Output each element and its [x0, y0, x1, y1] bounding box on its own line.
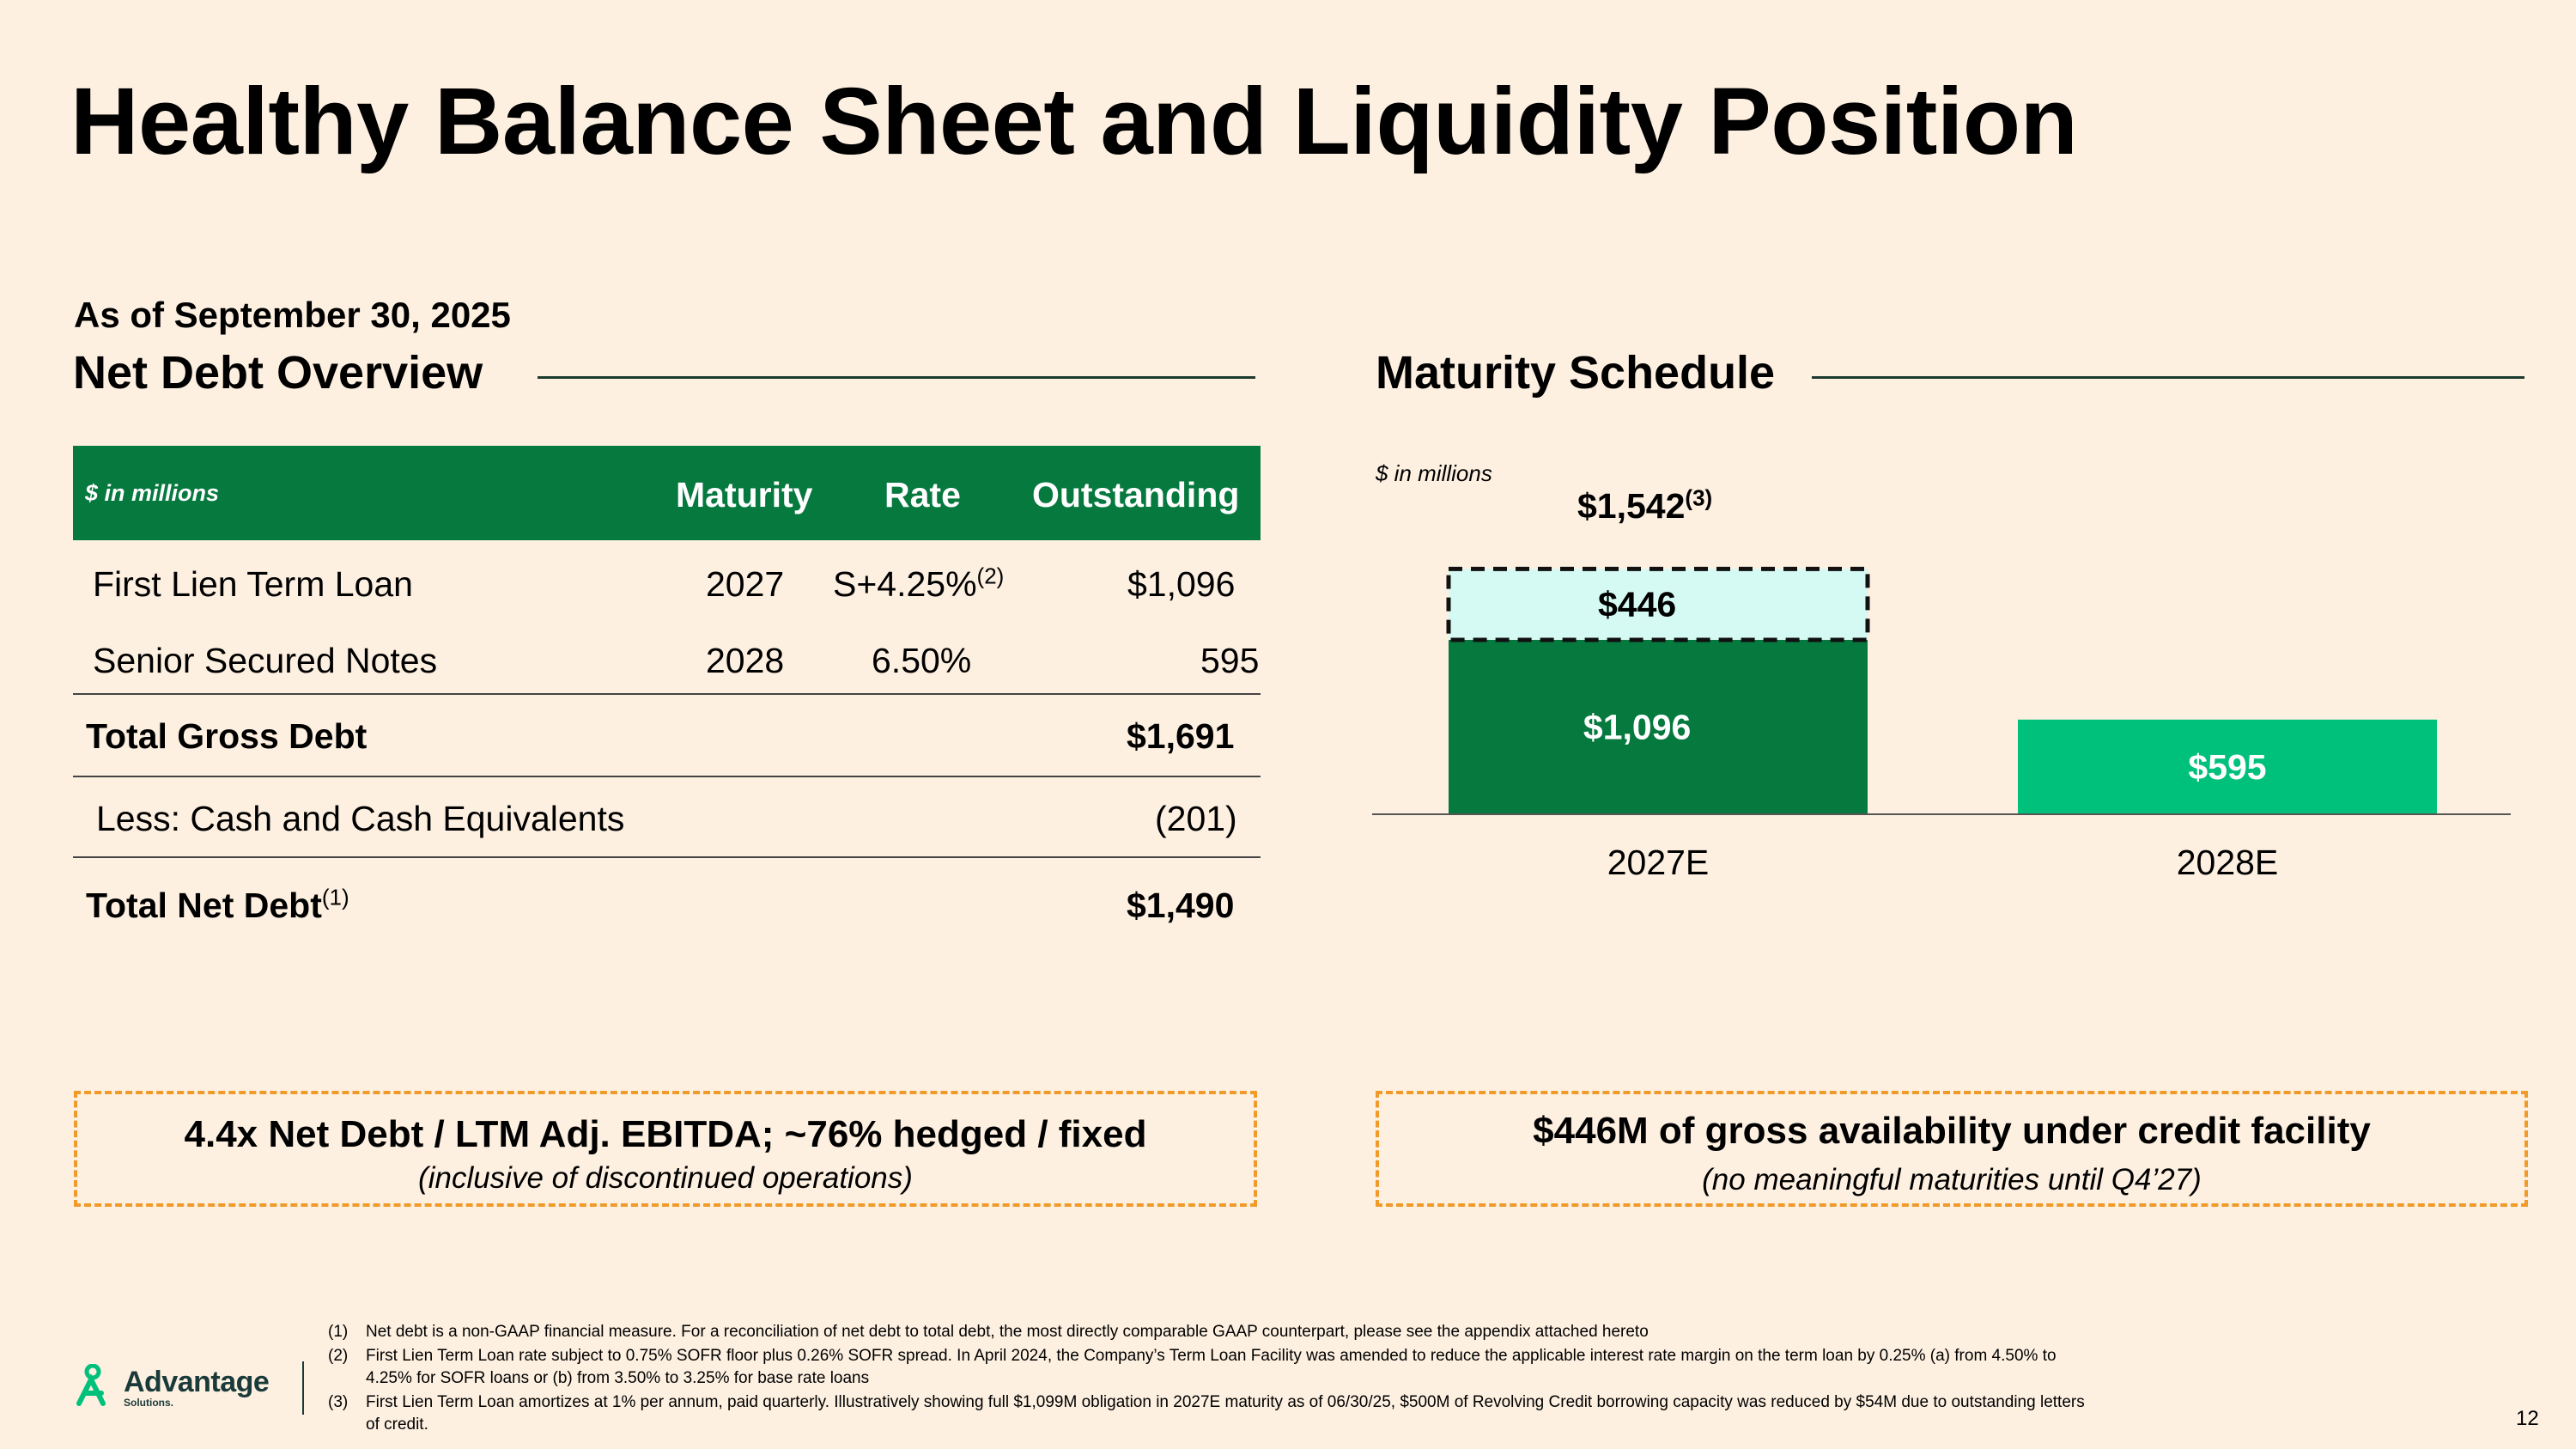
net-debt-heading: Net Debt Overview	[73, 347, 483, 399]
maturity-callout-sub: (no meaningful maturities until Q4’27)	[1702, 1163, 2202, 1196]
logo-divider	[302, 1361, 304, 1415]
logo-name: Advantage	[124, 1366, 270, 1398]
table-divider	[73, 776, 1261, 777]
total-2027-label: $1,542(3)	[1577, 486, 1712, 527]
footnote-num: (1)	[328, 1323, 349, 1341]
row-first-lien-outstanding: $1,096	[1127, 564, 1236, 604]
less-cash-value: (201)	[1155, 799, 1237, 838]
table-unit-note: $ in millions	[85, 480, 220, 506]
bar-label-2027E-1: $446	[1598, 585, 1676, 624]
bar-2027E-segment-0	[1449, 639, 1868, 814]
net-debt-heading-rule	[538, 376, 1255, 379]
footnote-2: (2) First Lien Term Loan rate subject to…	[328, 1345, 2097, 1390]
advantage-logo-icon	[76, 1363, 106, 1407]
maturity-callout: $446M of gross availability under credit…	[1376, 1091, 2528, 1207]
bar-label-2027E-0: $1,096	[1583, 707, 1691, 746]
net-debt-callout-main: 4.4x Net Debt / LTM Adj. EBITDA; ~76% he…	[184, 1113, 1147, 1155]
total-net-debt-label: Total Net Debt(1)	[86, 886, 349, 926]
chart-unit-note: $ in millions	[1376, 460, 1492, 486]
row-senior-notes-label: Senior Secured Notes	[93, 641, 438, 680]
row-first-lien-rate: S+4.25%(2)	[833, 564, 1004, 605]
page-number: 12	[2516, 1407, 2539, 1430]
net-debt-table-header: $ in millions Maturity Rate Outstanding	[73, 446, 1261, 540]
row-senior-notes-maturity: 2028	[706, 641, 785, 680]
footnote-num: (2)	[328, 1347, 349, 1365]
less-cash-label: Less: Cash and Cash Equivalents	[96, 799, 625, 838]
x-tick-label-2028E: 2028E	[2177, 843, 2279, 882]
total-net-debt-text: Total Net Debt	[86, 886, 322, 925]
maturity-heading-rule	[1812, 376, 2524, 379]
row-first-lien-maturity: 2027	[706, 564, 785, 604]
col-rate: Rate	[884, 475, 961, 514]
footnote-text: Net debt is a non-GAAP financial measure…	[366, 1323, 1649, 1341]
net-debt-callout-sub: (inclusive of discontinued operations)	[418, 1161, 913, 1195]
x-tick-label-2027E: 2027E	[1607, 843, 1710, 882]
footnote-ref: (3)	[1685, 484, 1713, 511]
footnote-text: First Lien Term Loan amortizes at 1% per…	[366, 1393, 2085, 1434]
table-divider	[73, 693, 1261, 695]
as-of-date: As of September 30, 2025	[74, 295, 511, 335]
bar-2027E-segment-1	[1446, 566, 1870, 642]
maturity-chart: $1,096 $446 2027E $595 2028E	[1372, 566, 2511, 882]
col-outstanding: Outstanding	[1032, 475, 1240, 514]
total-net-debt-value: $1,490	[1127, 886, 1235, 925]
total-gross-debt-label: Total Gross Debt	[86, 716, 368, 756]
footnote-ref: (2)	[976, 563, 1005, 589]
total-2027-value: $1,542	[1577, 486, 1686, 526]
footnote-text: First Lien Term Loan rate subject to 0.7…	[366, 1347, 2057, 1387]
rate-value: S+4.25%	[833, 564, 977, 604]
page-title: Healthy Balance Sheet and Liquidity Posi…	[70, 69, 2078, 174]
row-senior-notes-rate: 6.50%	[872, 641, 972, 680]
total-gross-debt-value: $1,691	[1127, 716, 1235, 756]
bar-2028E-segment-0	[2018, 719, 2437, 814]
maturity-callout-main: $446M of gross availability under credit…	[1533, 1110, 2371, 1152]
table-divider	[73, 856, 1261, 858]
net-debt-callout: 4.4x Net Debt / LTM Adj. EBITDA; ~76% he…	[74, 1091, 1257, 1207]
footnote-1: (1) Net debt is a non-GAAP financial mea…	[328, 1321, 2097, 1343]
row-first-lien-label: First Lien Term Loan	[93, 564, 413, 604]
logo-sub: Solutions.	[124, 1397, 173, 1409]
bar-label-2028E-0: $595	[2188, 747, 2266, 787]
footnote-3: (3) First Lien Term Loan amortizes at 1%…	[328, 1391, 2097, 1436]
maturity-heading: Maturity Schedule	[1376, 347, 1776, 399]
footnote-ref: (1)	[321, 884, 349, 910]
row-senior-notes-outstanding: 595	[1200, 641, 1260, 680]
footnote-num: (3)	[328, 1393, 349, 1411]
col-maturity: Maturity	[676, 475, 813, 514]
